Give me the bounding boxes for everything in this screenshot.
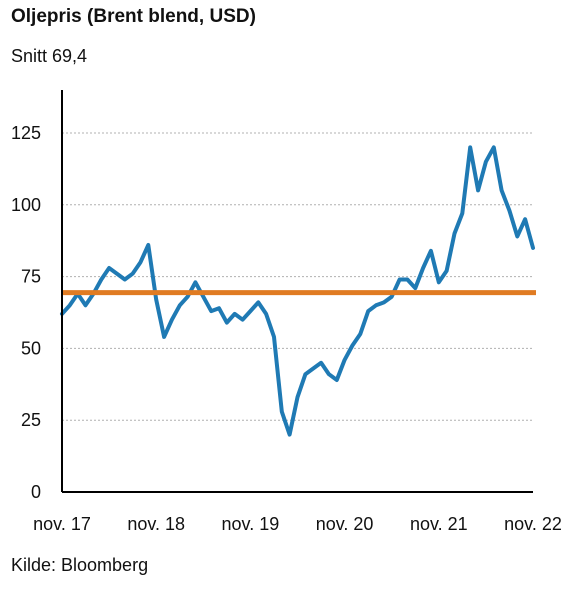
y-tick-label: 50 [21,338,41,358]
y-tick-labels: 0 25 50 75 100 125 [11,123,41,502]
x-tick-label: nov. 18 [127,514,185,534]
price-series-line [60,145,535,437]
chart-subtitle: Snitt 69,4 [11,46,88,66]
chart-title: Oljepris (Brent blend, USD) [11,6,256,27]
gridlines [62,132,533,421]
x-tick-label: nov. 21 [410,514,468,534]
y-tick-label: 0 [31,482,41,502]
x-tick-label: nov. 17 [33,514,91,534]
x-tick-label: nov. 22 [504,514,562,534]
x-tick-label: nov. 19 [222,514,280,534]
y-tick-label: 125 [11,123,41,143]
y-tick-label: 25 [21,410,41,430]
source-note: Kilde: Bloomberg [11,555,149,575]
y-tick-label: 100 [11,195,41,215]
series-layer [60,145,535,437]
x-tick-label: nov. 20 [316,514,374,534]
x-tick-labels: nov. 17 nov. 18 nov. 19 nov. 20 nov. 21 nov. … [33,514,562,534]
y-tick-label: 75 [21,267,41,287]
axes [61,90,533,493]
